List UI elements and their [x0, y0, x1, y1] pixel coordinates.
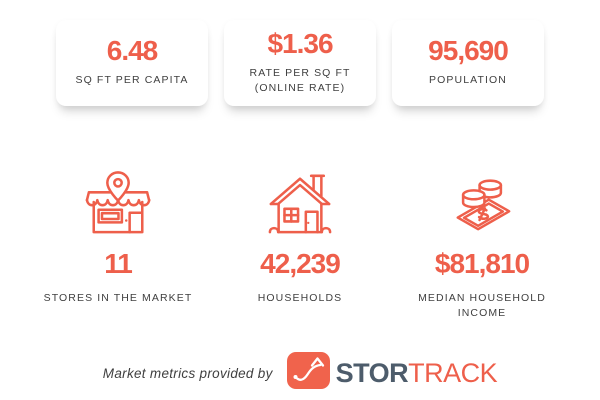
- icon-stats-row: 11 STORES IN THE MARKET: [28, 170, 572, 321]
- stat-label: MEDIAN HOUSEHOLD INCOME: [418, 292, 546, 320]
- stat-label: HOUSEHOLDS: [257, 292, 343, 304]
- house-icon: [263, 170, 337, 236]
- storefront-pin-icon: [81, 170, 155, 236]
- stat-value: 11: [104, 248, 133, 279]
- stat-value: $81,810: [434, 248, 530, 279]
- stat-card-value: 6.48: [106, 35, 158, 67]
- stat-card-sqft-per-capita: 6.48 SQ FT PER CAPITA: [56, 20, 208, 106]
- stat-card-label: RATE PER SQ FT (ONLINE RATE): [249, 66, 351, 94]
- stat-card-population: 95,690 POPULATION: [392, 20, 544, 106]
- stat-card-value: 95,690: [428, 35, 509, 67]
- icon-stat-median-income: $81,810 MEDIAN HOUSEHOLD INCOME: [392, 170, 572, 321]
- coins-banknote-icon: [445, 170, 519, 236]
- stat-card-rate-per-sqft: $1.36 RATE PER SQ FT (ONLINE RATE): [224, 20, 376, 106]
- stat-card-label: POPULATION: [429, 74, 507, 87]
- stat-card-label: SQ FT PER CAPITA: [75, 74, 189, 87]
- footer-credit: Market metrics provided by STORTRACK: [102, 352, 498, 394]
- stat-cards-row: 6.48 SQ FT PER CAPITA $1.36 RATE PER SQ …: [56, 20, 544, 106]
- stortrack-wave-icon: [286, 352, 330, 394]
- icon-stat-households: 42,239 HOUSEHOLDS: [210, 170, 390, 321]
- stortrack-logo: STORTRACK: [286, 352, 498, 394]
- brand-primary: STOR: [335, 357, 409, 388]
- icon-stat-stores: 11 STORES IN THE MARKET: [28, 170, 208, 321]
- stat-card-value: $1.36: [267, 27, 333, 59]
- stat-value: 42,239: [260, 248, 341, 279]
- footer-caption: Market metrics provided by: [102, 365, 273, 381]
- stat-label: STORES IN THE MARKET: [43, 292, 193, 304]
- brand-text: STORTRACK: [335, 357, 498, 388]
- brand-secondary: TRACK: [408, 357, 498, 388]
